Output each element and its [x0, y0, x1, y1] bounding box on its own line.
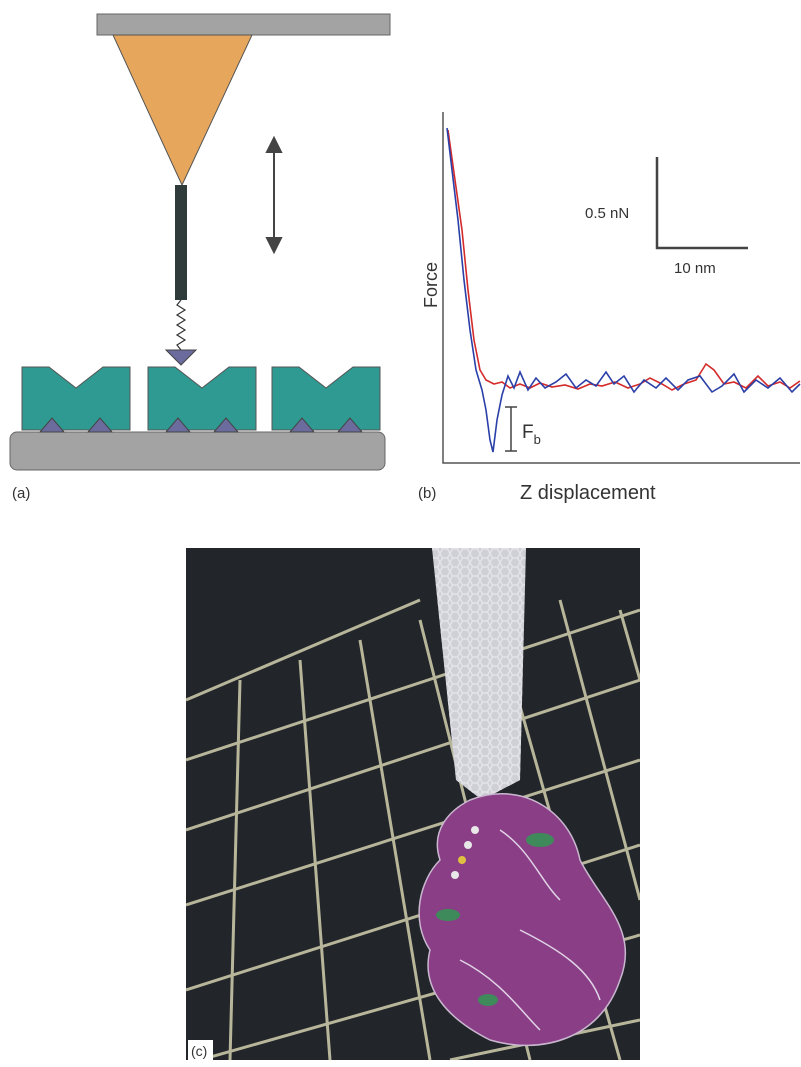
cantilever-base	[96, 13, 391, 36]
motion-arrow	[265, 135, 283, 255]
tip	[112, 34, 253, 187]
binding-sites	[38, 417, 364, 433]
protein	[418, 793, 627, 1047]
panel-label: (c)	[191, 1043, 207, 1059]
label-box	[188, 1040, 213, 1060]
rupture-force-sub: b	[534, 432, 541, 447]
panel-label: (b)	[418, 485, 436, 502]
linker	[175, 299, 187, 351]
receptors	[21, 366, 381, 431]
scale-bar	[655, 157, 748, 250]
axes	[442, 112, 800, 464]
panel-a: (a)	[9, 13, 391, 502]
scale-distance: 10 nm	[674, 260, 716, 277]
rupture-force: Fb	[522, 422, 541, 447]
nanotube-probe	[175, 185, 187, 300]
retract-trace	[447, 129, 801, 391]
scale-force: 0.5 nN	[585, 205, 629, 222]
rupture-force-main: F	[522, 422, 534, 443]
ligand	[164, 349, 198, 366]
rupture-bracket	[505, 406, 517, 452]
helices	[436, 833, 554, 1006]
substrate	[9, 431, 386, 471]
approach-trace	[446, 127, 801, 453]
panel-label: (a)	[12, 485, 30, 502]
render	[186, 548, 640, 1060]
x-axis-label: Z displacement	[520, 482, 656, 504]
ligand-model	[451, 826, 479, 879]
panel-c: (c)	[186, 548, 640, 1060]
y-axis-label: Force	[421, 262, 441, 308]
panel-b: Force Z displacement (b) 0.5 nN 10 nm Fb	[418, 112, 801, 504]
